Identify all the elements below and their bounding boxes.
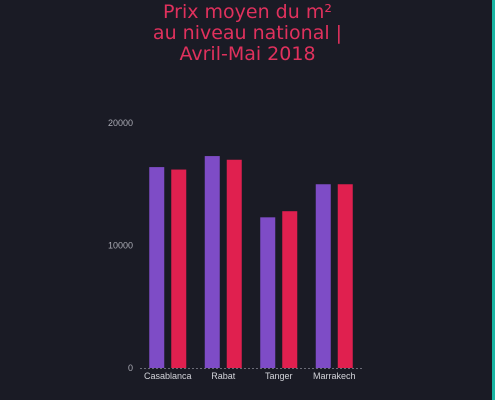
bar-marrakech-series-2: [337, 184, 353, 368]
bar-casablanca-series-1: [149, 167, 165, 368]
x-category-label: Marrakech: [313, 371, 356, 381]
accent-border: [492, 0, 495, 400]
x-category-label: Rabat: [211, 371, 236, 381]
bar-rabat-series-1: [204, 156, 220, 368]
chart-title-line-3: Avril-Mai 2018: [179, 43, 316, 65]
bar-tanger-series-2: [282, 211, 298, 368]
x-category-label: Casablanca: [144, 371, 192, 381]
chart-title-line-2: au niveau national |: [152, 22, 343, 44]
x-category-label: Tanger: [265, 371, 293, 381]
y-tick-label: 10000: [108, 241, 133, 251]
y-tick-label: 0: [128, 363, 133, 373]
bar-rabat-series-2: [226, 159, 242, 368]
bar-tanger-series-1: [260, 217, 276, 368]
chart-title-line-1: Prix moyen du m²: [163, 1, 332, 23]
y-tick-label: 20000: [108, 118, 133, 128]
bar-casablanca-series-2: [171, 169, 187, 368]
bar-marrakech-series-1: [315, 184, 331, 368]
chart-title: Prix moyen du m² au niveau national | Av…: [0, 2, 495, 65]
